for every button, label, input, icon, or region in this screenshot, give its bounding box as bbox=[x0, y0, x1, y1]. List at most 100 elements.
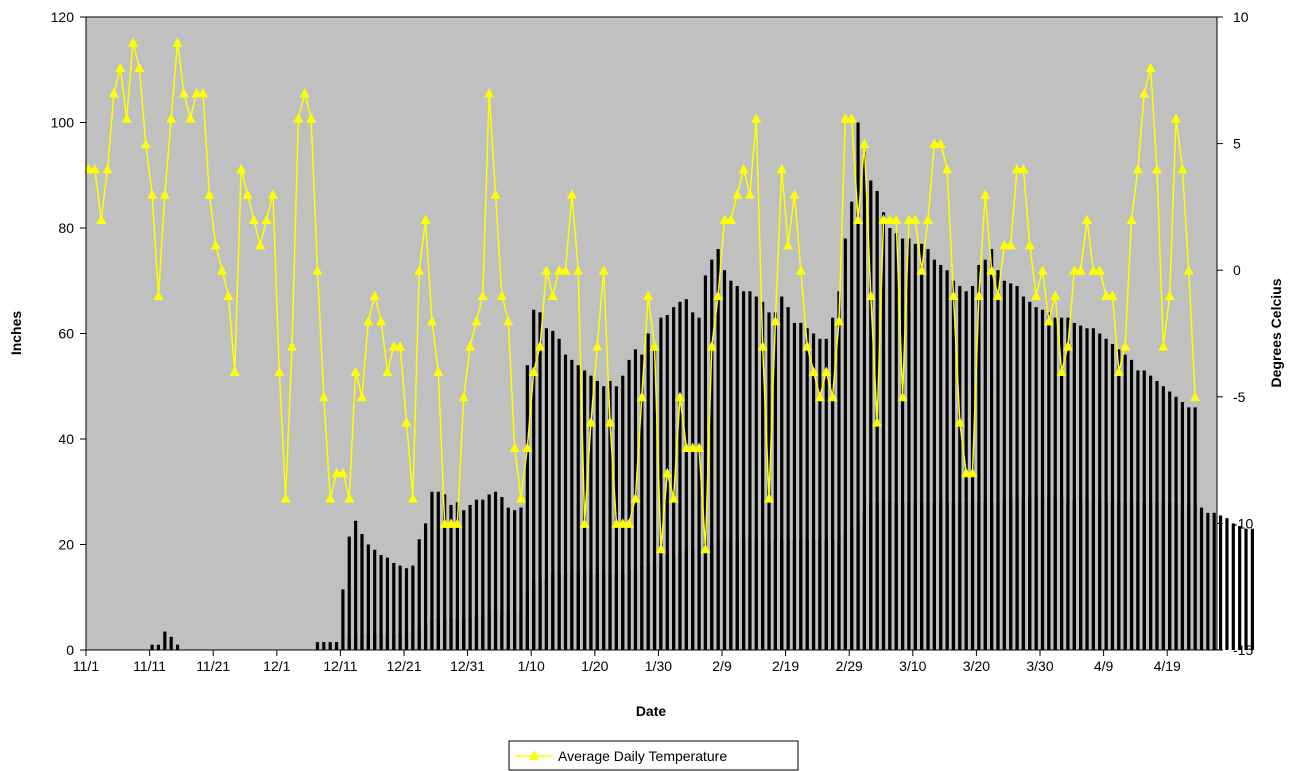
temperature-point bbox=[719, 214, 730, 225]
temperature-point bbox=[337, 467, 348, 478]
bar bbox=[990, 502, 994, 650]
bar bbox=[506, 613, 510, 650]
bar bbox=[1066, 499, 1070, 650]
bar bbox=[1218, 515, 1223, 650]
x-axis-tick-label: 2/29 bbox=[836, 658, 863, 674]
bar bbox=[404, 634, 409, 650]
bar bbox=[1155, 502, 1159, 650]
bar bbox=[347, 536, 351, 650]
temperature-point bbox=[134, 62, 145, 73]
bar bbox=[570, 573, 574, 650]
bar bbox=[1193, 504, 1197, 650]
bar bbox=[761, 539, 765, 650]
temperature-point bbox=[846, 113, 857, 123]
temperature-point bbox=[458, 391, 469, 402]
temperature-point bbox=[783, 239, 794, 250]
bar bbox=[468, 504, 472, 650]
bar bbox=[525, 591, 529, 650]
bar bbox=[780, 539, 784, 650]
temperature-point bbox=[1113, 366, 1124, 376]
temperature-point bbox=[674, 391, 685, 402]
x-axis-tick-label: 4/9 bbox=[1094, 658, 1114, 674]
bar bbox=[1168, 502, 1172, 650]
temperature-point bbox=[535, 341, 546, 351]
temperature-point bbox=[191, 87, 202, 98]
bar bbox=[1136, 502, 1140, 650]
bar bbox=[557, 573, 561, 650]
temperature-point bbox=[1139, 87, 1150, 98]
temperature-point bbox=[350, 366, 361, 376]
bar bbox=[900, 238, 905, 651]
bar bbox=[824, 539, 828, 650]
temperature-point bbox=[700, 543, 711, 554]
temperature-point bbox=[1031, 290, 1042, 301]
temperature-point bbox=[662, 467, 673, 478]
bar bbox=[805, 539, 809, 650]
temperature-point bbox=[1024, 239, 1035, 250]
bar bbox=[856, 122, 860, 650]
bar bbox=[544, 578, 549, 650]
bar bbox=[373, 634, 377, 650]
temperature-point bbox=[1120, 341, 1131, 351]
x-axis-tick-label: 12/21 bbox=[386, 658, 421, 674]
bar bbox=[716, 539, 720, 650]
temperature-point bbox=[306, 113, 317, 123]
bar bbox=[881, 502, 886, 650]
bar bbox=[913, 502, 917, 650]
bar bbox=[881, 212, 886, 650]
temperature-point bbox=[1177, 163, 1188, 174]
bar bbox=[385, 634, 390, 650]
temperature-point bbox=[617, 518, 628, 528]
temperature-point bbox=[897, 391, 908, 402]
x-axis-tick-label: 2/19 bbox=[772, 658, 799, 674]
bar bbox=[958, 286, 962, 650]
bar bbox=[1117, 502, 1121, 650]
temperature-point bbox=[490, 189, 501, 199]
bar bbox=[684, 299, 688, 650]
bar bbox=[1034, 307, 1038, 651]
temperature-point bbox=[954, 417, 965, 427]
temperature-point bbox=[261, 214, 272, 225]
temperature-point bbox=[509, 442, 520, 452]
temperature-point bbox=[668, 493, 679, 503]
temperature-point bbox=[891, 214, 902, 225]
temperature-point bbox=[1069, 265, 1080, 275]
bar bbox=[932, 502, 936, 650]
bar bbox=[1053, 317, 1057, 650]
bar bbox=[423, 523, 428, 650]
temperature-point bbox=[999, 239, 1010, 250]
temperature-point bbox=[503, 315, 514, 326]
bar bbox=[722, 270, 727, 650]
right-axis-tick-label: -10 bbox=[1233, 515, 1253, 531]
y2-axis-title: Degrees Celcius bbox=[1268, 278, 1284, 387]
legend: Average Daily Temperature bbox=[508, 740, 799, 771]
temperature-point bbox=[636, 391, 647, 402]
bar bbox=[595, 573, 599, 650]
temperature-point bbox=[102, 163, 113, 174]
temperature-point bbox=[808, 366, 819, 376]
bar bbox=[977, 502, 981, 650]
bar bbox=[850, 201, 854, 651]
temperature-point bbox=[598, 265, 609, 275]
bar bbox=[996, 270, 1000, 650]
temperature-point bbox=[916, 265, 927, 275]
bar bbox=[570, 359, 574, 651]
bar bbox=[1161, 502, 1165, 650]
x-axis-tick-label: 1/20 bbox=[581, 658, 608, 674]
temperature-point bbox=[706, 341, 717, 351]
bar bbox=[1066, 317, 1070, 650]
bar bbox=[525, 365, 529, 650]
bar bbox=[850, 528, 854, 650]
temperature-point bbox=[738, 163, 749, 174]
bar bbox=[1009, 497, 1013, 650]
bar bbox=[748, 539, 752, 650]
bar bbox=[672, 555, 676, 650]
temperature-point bbox=[1158, 341, 1169, 351]
bar bbox=[385, 557, 390, 650]
temperature-point bbox=[217, 265, 228, 275]
x-axis-tick-label: 1/10 bbox=[518, 658, 545, 674]
bar bbox=[792, 539, 797, 650]
bar bbox=[926, 249, 930, 650]
bar bbox=[786, 307, 790, 651]
x-axis-tick-label: 1/30 bbox=[645, 658, 672, 674]
